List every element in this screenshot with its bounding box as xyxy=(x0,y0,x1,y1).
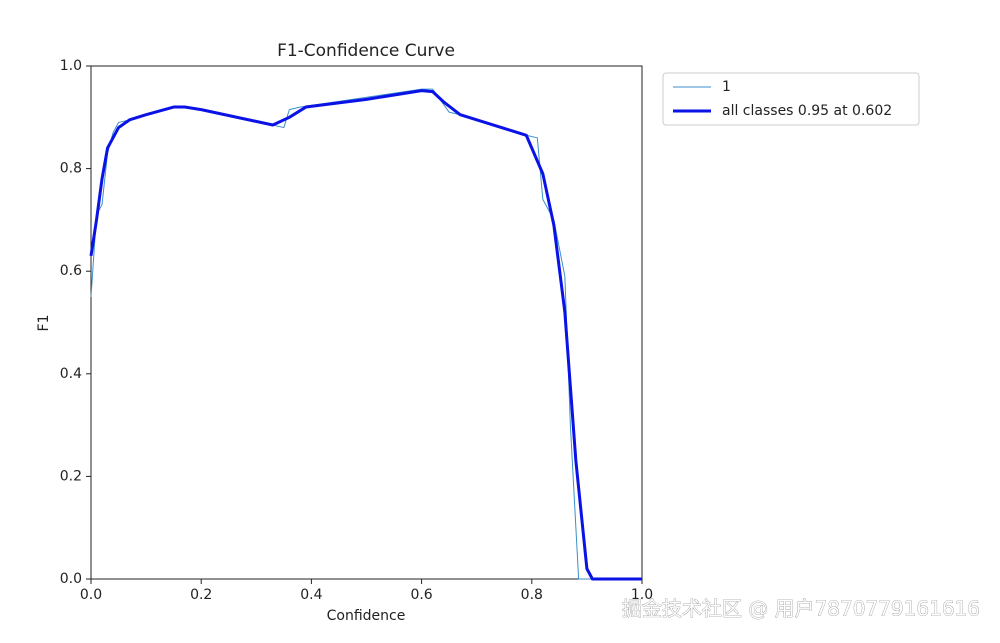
x-axis-label: Confidence xyxy=(327,608,406,624)
y-tick-label: 0.2 xyxy=(60,468,82,484)
x-tick-label: 0.8 xyxy=(521,587,543,603)
series-line xyxy=(89,89,642,581)
legend-box xyxy=(662,72,920,126)
y-tick-label: 0.6 xyxy=(60,263,82,279)
x-tick-label: 1.0 xyxy=(631,587,653,603)
y-tick-label: 0.8 xyxy=(60,161,82,177)
series-line xyxy=(90,88,642,580)
y-tick-label: 0.4 xyxy=(60,366,82,382)
x-tick-label: 0.2 xyxy=(190,587,212,603)
legend-label: all classes 0.95 at 0.602 xyxy=(722,103,892,119)
chart-title: F1-Confidence Curve xyxy=(277,41,455,61)
legend-label: 1 xyxy=(722,79,731,95)
x-tick-label: 0.4 xyxy=(300,587,322,603)
x-tick-label: 0.0 xyxy=(80,587,102,603)
y-tick-label: 1.0 xyxy=(60,58,82,74)
watermark: 掘金技术社区 @ 用户7870779161616 xyxy=(622,597,980,621)
x-tick-label: 0.6 xyxy=(410,587,432,603)
y-axis-label: F1 xyxy=(36,315,52,332)
y-tick-label: 0.0 xyxy=(60,571,82,587)
plot-frame xyxy=(90,65,643,580)
